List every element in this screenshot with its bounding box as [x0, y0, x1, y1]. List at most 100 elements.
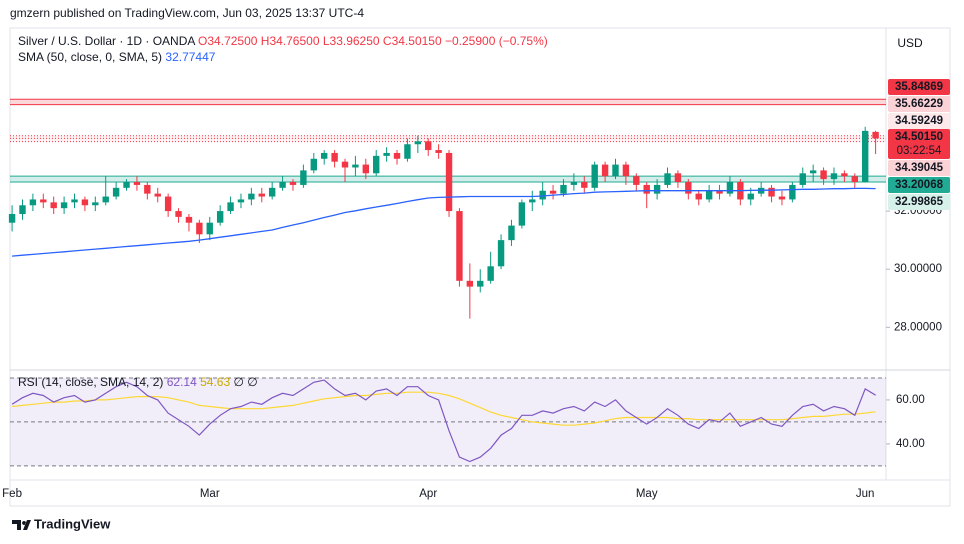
- candle-body: [622, 164, 630, 177]
- ohlc-value: H34.76500: [261, 34, 320, 48]
- candle-body: [175, 211, 182, 217]
- ohlc-value: C34.50150: [383, 34, 442, 48]
- candle-body: [799, 173, 806, 185]
- x-tick-label: Apr: [419, 488, 437, 500]
- chart-frame: [9, 27, 951, 507]
- candle-body: [581, 182, 588, 188]
- ohlc-value: (−0.75%): [499, 34, 548, 48]
- sma-name: SMA (50, close, 0, SMA, 5): [18, 50, 162, 64]
- rsi-smoothing: [12, 391, 876, 426]
- candle-body: [497, 240, 505, 267]
- candle-body: [123, 182, 130, 188]
- candle-body: [40, 199, 47, 203]
- candle-body: [373, 155, 380, 174]
- candle-body: [8, 213, 16, 223]
- candle-body: [591, 164, 598, 188]
- candle-body: [237, 199, 245, 203]
- legend: Silver / U.S. Dollar · 1D · OANDA O34.72…: [18, 34, 548, 48]
- candle-body: [206, 222, 213, 235]
- candle-body: [289, 182, 297, 185]
- candle-body: [549, 190, 557, 194]
- rsi-tick-label: 40.00: [896, 438, 925, 450]
- candle-body: [164, 196, 172, 212]
- candle-body: [726, 182, 734, 194]
- level-label-bg: [888, 194, 950, 210]
- rsi-na: ∅: [233, 375, 243, 389]
- sma-line: [12, 187, 876, 257]
- candle-body: [747, 193, 754, 200]
- level-label: 34.59249: [895, 115, 943, 127]
- candle-body: [185, 216, 193, 223]
- level-label-bg: [888, 177, 950, 193]
- candle-body: [352, 164, 359, 168]
- candle-body: [414, 141, 422, 145]
- ohlc-value: O34.72500: [198, 34, 258, 48]
- candle-body: [539, 190, 546, 200]
- candle-body: [841, 173, 848, 177]
- candle-body: [851, 176, 858, 183]
- candle-body: [612, 164, 619, 177]
- candle-body: [653, 184, 661, 194]
- candle-body: [362, 164, 370, 174]
- x-tick-label: Jun: [856, 488, 875, 500]
- legend: SMA (50, close, 0, SMA, 5) 32.77447: [18, 50, 216, 64]
- candle-body: [560, 184, 567, 194]
- candle-body: [112, 187, 120, 197]
- candle-body: [664, 173, 671, 185]
- currency[interactable]: USD: [897, 36, 923, 50]
- candle-body: [81, 199, 89, 206]
- candle-body: [154, 193, 161, 197]
- candle-body: [789, 184, 796, 200]
- level-label-bg: [888, 96, 950, 112]
- candle-body: [279, 182, 286, 188]
- candle-body: [872, 131, 879, 139]
- plot: [8, 98, 886, 467]
- rsi-name: RSI (14, close, SMA, 14, 2): [18, 375, 163, 389]
- candle-body: [258, 193, 265, 197]
- candle-body: [601, 164, 609, 177]
- candle-body: [196, 222, 203, 235]
- rsi-value: 62.14: [167, 375, 197, 389]
- rsi-line: [11, 379, 876, 463]
- candle-body: [487, 266, 494, 281]
- y-tick-label: 30.00000: [894, 263, 942, 275]
- candle-body: [518, 202, 526, 226]
- candle-body: [716, 190, 723, 194]
- candle-body: [477, 280, 484, 287]
- rsi-na: ∅: [247, 375, 257, 389]
- candle-body: [29, 199, 37, 206]
- candle-body: [529, 199, 536, 203]
- candle-body: [268, 187, 276, 197]
- candle-body: [570, 182, 578, 185]
- level-label: 34.39045: [895, 162, 944, 174]
- candle-body: [778, 196, 786, 200]
- candle-body: [92, 202, 99, 206]
- candle-body: [861, 130, 869, 183]
- candle-body: [393, 152, 401, 159]
- brand-logo: [12, 520, 31, 530]
- candle-body: [102, 196, 109, 203]
- candle-body: [705, 190, 713, 200]
- rsi-smoothing-value: 54.63: [200, 375, 230, 389]
- last-price-label: 34.50150: [895, 131, 943, 143]
- candle-body: [310, 158, 317, 171]
- x-tick-label: Feb: [2, 488, 22, 500]
- candle-body: [331, 152, 338, 162]
- candle-body: [456, 211, 463, 281]
- candle-body: [383, 152, 390, 156]
- x-tick-label: Mar: [200, 488, 220, 500]
- publisher: gmzern published on TradingView.com, Jun…: [10, 6, 364, 20]
- candle-body: [300, 170, 307, 185]
- candle-body: [643, 184, 650, 194]
- candle-body: [404, 144, 411, 159]
- candle-body: [50, 202, 57, 209]
- level-label: 35.66229: [895, 98, 943, 110]
- candle-body: [695, 193, 702, 200]
- ohlc-value: −0.25900: [445, 34, 496, 48]
- rsi-tick-label: 60.00: [896, 394, 925, 406]
- candle-body: [633, 176, 640, 185]
- legend: RSI (14, close, SMA, 14, 2) 62.14 54.63 …: [18, 375, 258, 389]
- level-zone: [10, 99, 886, 105]
